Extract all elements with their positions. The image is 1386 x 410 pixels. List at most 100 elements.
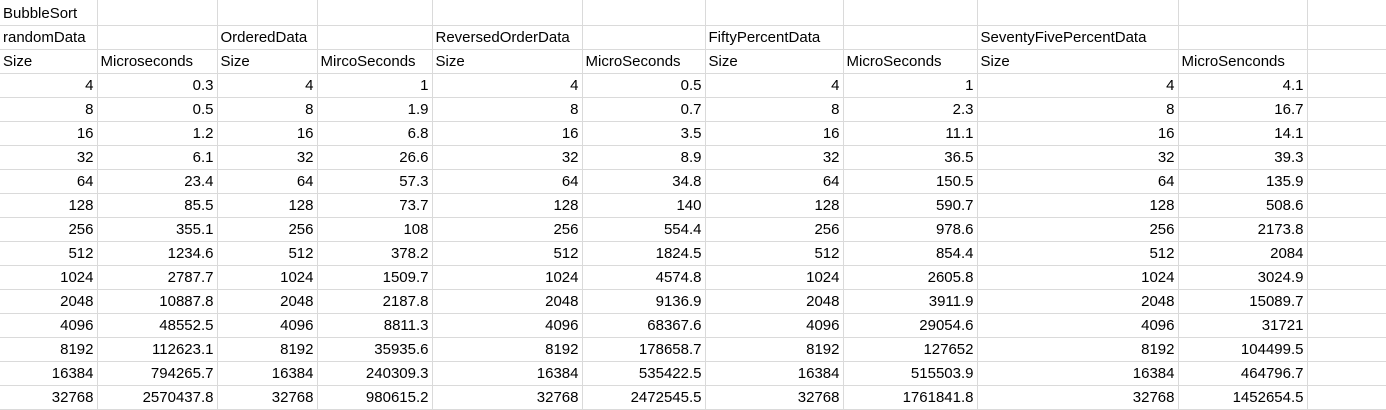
- cell-size[interactable]: 64: [977, 169, 1179, 194]
- cell-empty[interactable]: [843, 25, 978, 50]
- cell-size[interactable]: 8: [977, 97, 1179, 122]
- cell-size[interactable]: 128: [705, 193, 844, 218]
- cell-size[interactable]: 4: [705, 73, 844, 98]
- cell-microseconds[interactable]: 14.1: [1178, 121, 1308, 146]
- cell-microseconds[interactable]: 0.7: [582, 97, 706, 122]
- cell-size[interactable]: 32768: [432, 385, 583, 410]
- cell-microseconds[interactable]: 1.2: [97, 121, 218, 146]
- cell-microseconds[interactable]: 978.6: [843, 217, 978, 242]
- cell-microseconds[interactable]: 39.3: [1178, 145, 1308, 170]
- cell-microseconds[interactable]: 2173.8: [1178, 217, 1308, 242]
- cell-microseconds[interactable]: 16.7: [1178, 97, 1308, 122]
- cell-microseconds[interactable]: 140: [582, 193, 706, 218]
- column-header-cell[interactable]: MicroSeconds: [582, 49, 706, 74]
- cell-size[interactable]: 16: [705, 121, 844, 146]
- cell-size[interactable]: 16: [432, 121, 583, 146]
- cell-empty[interactable]: [1307, 121, 1386, 146]
- cell-microseconds[interactable]: 3024.9: [1178, 265, 1308, 290]
- cell-empty[interactable]: [1307, 217, 1386, 242]
- cell-microseconds[interactable]: 10887.8: [97, 289, 218, 314]
- cell-size[interactable]: 32768: [705, 385, 844, 410]
- cell-size[interactable]: 64: [705, 169, 844, 194]
- cell-microseconds[interactable]: 9136.9: [582, 289, 706, 314]
- cell-size[interactable]: 128: [217, 193, 318, 218]
- cell-size[interactable]: 16384: [705, 361, 844, 386]
- cell-size[interactable]: 8192: [0, 337, 98, 362]
- cell-group-random[interactable]: randomData: [0, 25, 98, 50]
- cell-empty[interactable]: [317, 25, 433, 50]
- cell-empty[interactable]: [1307, 313, 1386, 338]
- cell-microseconds[interactable]: 1: [843, 73, 978, 98]
- cell-microseconds[interactable]: 590.7: [843, 193, 978, 218]
- cell-microseconds[interactable]: 4574.8: [582, 265, 706, 290]
- cell-microseconds[interactable]: 1509.7: [317, 265, 433, 290]
- cell-empty[interactable]: [1307, 385, 1386, 410]
- cell-microseconds[interactable]: 48552.5: [97, 313, 218, 338]
- cell-size[interactable]: 8192: [705, 337, 844, 362]
- cell-empty[interactable]: [1307, 145, 1386, 170]
- cell-size[interactable]: 128: [0, 193, 98, 218]
- cell-microseconds[interactable]: 1234.6: [97, 241, 218, 266]
- cell-empty[interactable]: [1307, 337, 1386, 362]
- cell-size[interactable]: 4: [0, 73, 98, 98]
- cell-size[interactable]: 256: [217, 217, 318, 242]
- cell-empty[interactable]: [582, 25, 706, 50]
- cell-size[interactable]: 1024: [705, 265, 844, 290]
- cell-size[interactable]: 4096: [705, 313, 844, 338]
- cell-microseconds[interactable]: 1824.5: [582, 241, 706, 266]
- cell-size[interactable]: 8: [705, 97, 844, 122]
- cell-microseconds[interactable]: 854.4: [843, 241, 978, 266]
- cell-size[interactable]: 16384: [217, 361, 318, 386]
- cell-group-ordered[interactable]: OrderedData: [217, 25, 318, 50]
- cell-empty[interactable]: [1178, 25, 1308, 50]
- cell-size[interactable]: 256: [432, 217, 583, 242]
- cell-microseconds[interactable]: 378.2: [317, 241, 433, 266]
- cell-microseconds[interactable]: 26.6: [317, 145, 433, 170]
- cell-size[interactable]: 16: [977, 121, 1179, 146]
- cell-size[interactable]: 2048: [0, 289, 98, 314]
- cell-microseconds[interactable]: 2605.8: [843, 265, 978, 290]
- cell-size[interactable]: 2048: [977, 289, 1179, 314]
- cell-microseconds[interactable]: 464796.7: [1178, 361, 1308, 386]
- cell-microseconds[interactable]: 127652: [843, 337, 978, 362]
- cell-size[interactable]: 4096: [977, 313, 1179, 338]
- column-header-cell[interactable]: MicroSeconds: [843, 49, 978, 74]
- cell-microseconds[interactable]: 554.4: [582, 217, 706, 242]
- cell-empty[interactable]: [1307, 289, 1386, 314]
- cell-microseconds[interactable]: 35935.6: [317, 337, 433, 362]
- cell-microseconds[interactable]: 0.5: [97, 97, 218, 122]
- cell-microseconds[interactable]: 11.1: [843, 121, 978, 146]
- cell-empty[interactable]: [317, 0, 433, 26]
- column-header-cell[interactable]: Size: [705, 49, 844, 74]
- cell-empty[interactable]: [432, 0, 583, 26]
- cell-microseconds[interactable]: 355.1: [97, 217, 218, 242]
- cell-size[interactable]: 4: [432, 73, 583, 98]
- cell-microseconds[interactable]: 34.8: [582, 169, 706, 194]
- cell-size[interactable]: 4: [977, 73, 1179, 98]
- cell-microseconds[interactable]: 240309.3: [317, 361, 433, 386]
- cell-empty[interactable]: [977, 0, 1179, 26]
- cell-microseconds[interactable]: 23.4: [97, 169, 218, 194]
- cell-size[interactable]: 32: [977, 145, 1179, 170]
- cell-size[interactable]: 8192: [977, 337, 1179, 362]
- cell-size[interactable]: 32768: [0, 385, 98, 410]
- cell-microseconds[interactable]: 178658.7: [582, 337, 706, 362]
- cell-size[interactable]: 64: [432, 169, 583, 194]
- cell-empty[interactable]: [1307, 193, 1386, 218]
- cell-empty[interactable]: [1307, 49, 1386, 74]
- cell-empty[interactable]: [843, 0, 978, 26]
- cell-microseconds[interactable]: 2187.8: [317, 289, 433, 314]
- cell-empty[interactable]: [1307, 169, 1386, 194]
- cell-sheet-title[interactable]: BubbleSort: [0, 0, 98, 26]
- cell-size[interactable]: 256: [977, 217, 1179, 242]
- cell-microseconds[interactable]: 1761841.8: [843, 385, 978, 410]
- column-header-cell[interactable]: Size: [432, 49, 583, 74]
- cell-size[interactable]: 512: [705, 241, 844, 266]
- cell-empty[interactable]: [705, 0, 844, 26]
- cell-size[interactable]: 16384: [977, 361, 1179, 386]
- cell-empty[interactable]: [97, 25, 218, 50]
- cell-microseconds[interactable]: 794265.7: [97, 361, 218, 386]
- cell-microseconds[interactable]: 2084: [1178, 241, 1308, 266]
- cell-empty[interactable]: [1307, 361, 1386, 386]
- cell-empty[interactable]: [582, 0, 706, 26]
